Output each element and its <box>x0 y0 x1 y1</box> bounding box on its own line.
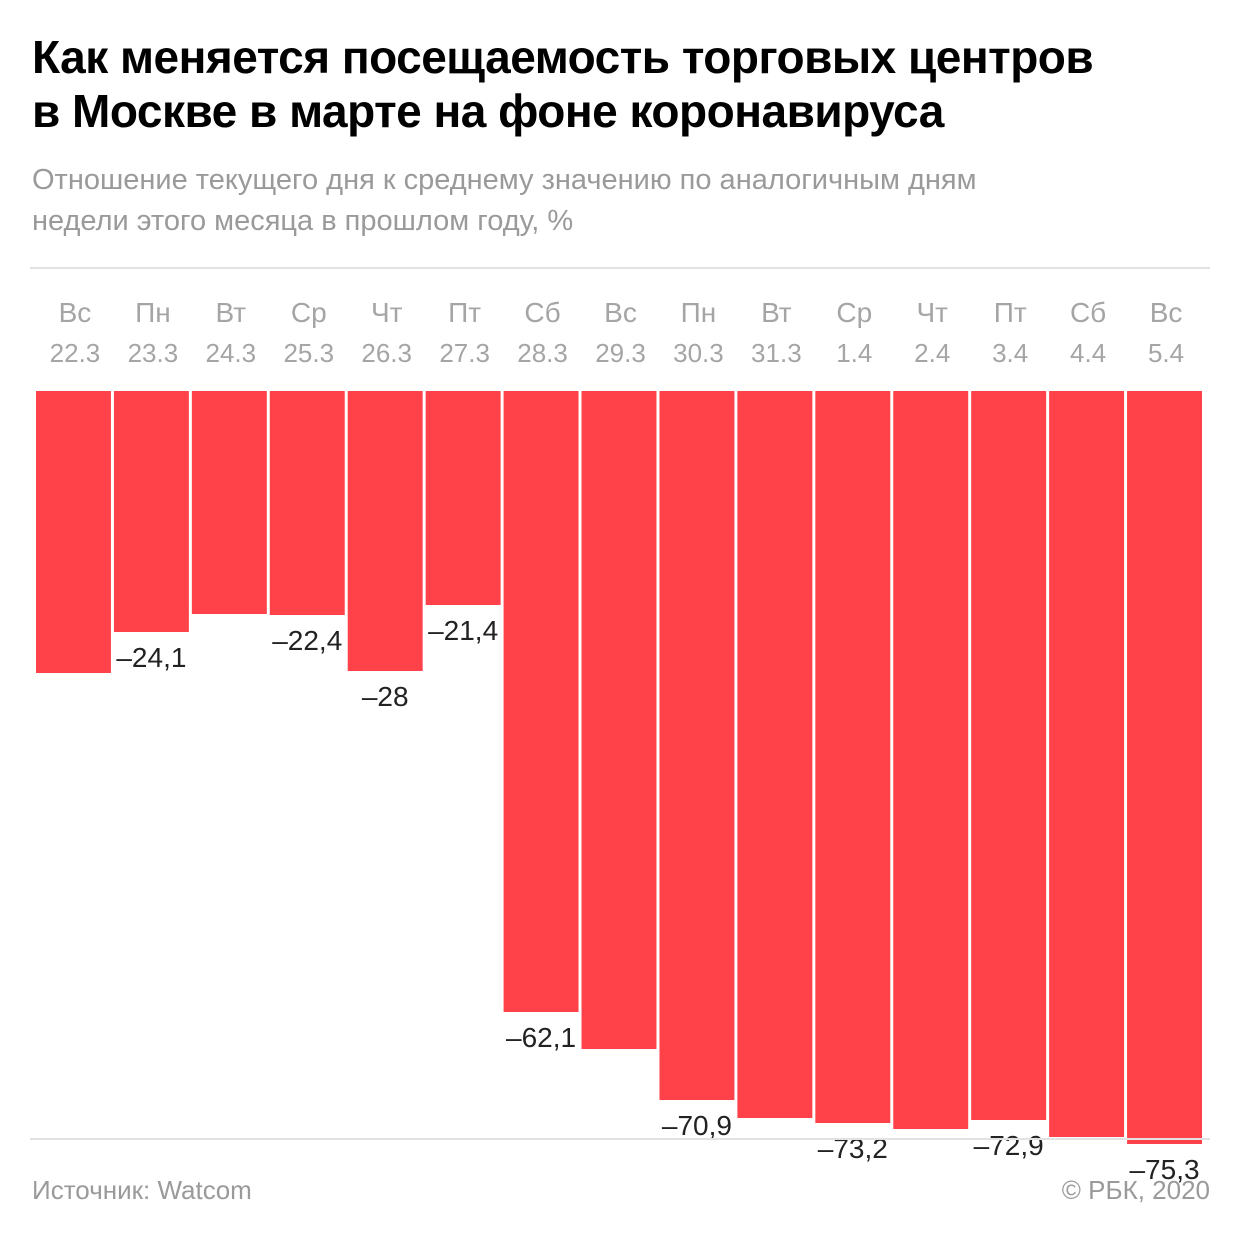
x-tick-day-label: Вс <box>59 297 92 328</box>
bar <box>191 391 267 614</box>
x-tick-date-label: 4.4 <box>1070 338 1106 368</box>
x-tick-date-label: 26.3 <box>361 338 412 368</box>
chart-subtitle-line-2: недели этого месяца в прошлом году, % <box>32 205 574 237</box>
x-tick-date-label: 22.3 <box>50 338 101 368</box>
chart-title-line-2: в Москве в марте на фоне коронавируса <box>32 85 944 137</box>
bar <box>36 391 111 673</box>
bar <box>893 391 969 1129</box>
bar-value-label: –62,1 <box>506 1022 576 1053</box>
x-tick-day-label: Ср <box>836 297 872 328</box>
bar-value-label: –75,3 <box>1129 1154 1199 1185</box>
x-tick-date-label: 24.3 <box>206 338 257 368</box>
x-tick-date-label: 28.3 <box>517 338 568 368</box>
bar <box>659 391 735 1100</box>
bar <box>581 391 657 1049</box>
x-tick-date-label: 29.3 <box>595 338 646 368</box>
bar <box>1049 391 1125 1137</box>
x-tick-date-label: 5.4 <box>1148 338 1184 368</box>
x-tick-date-label: 25.3 <box>283 338 334 368</box>
copyright-note: © РБК, 2020 <box>1061 1175 1210 1205</box>
bar <box>737 391 813 1118</box>
bar <box>971 391 1047 1120</box>
x-tick-date-label: 27.3 <box>439 338 490 368</box>
bar-value-label: –21,4 <box>428 615 498 646</box>
bottom-divider <box>30 1138 1210 1140</box>
source-note: Источник: Watcom <box>32 1175 252 1205</box>
top-divider <box>30 267 1210 269</box>
chart-subtitle-line-1: Отношение текущего дня к среднему значен… <box>32 164 977 196</box>
bar <box>1127 391 1202 1144</box>
bar <box>113 391 189 632</box>
x-tick-day-label: Сб <box>1070 297 1106 328</box>
x-tick-day-label: Вт <box>216 297 247 328</box>
x-tick-day-label: Вс <box>1150 297 1183 328</box>
x-tick-day-label: Пт <box>994 297 1027 328</box>
x-tick-day-label: Пн <box>135 297 171 328</box>
chart-title: Как меняется посещаемость торговых центр… <box>32 30 1212 138</box>
x-tick-day-label: Вт <box>761 297 792 328</box>
x-tick-day-label: Вс <box>604 297 637 328</box>
bar <box>815 391 891 1123</box>
x-tick-date-label: 2.4 <box>914 338 950 368</box>
bar <box>425 391 501 605</box>
bar-value-label: –70,9 <box>662 1110 732 1141</box>
bar-value-label: –22,4 <box>272 625 342 656</box>
x-tick-day-label: Чт <box>916 297 948 328</box>
bar-value-label: –72,9 <box>974 1130 1044 1161</box>
x-tick-day-label: Сб <box>524 297 560 328</box>
chart-title-line-1: Как меняется посещаемость торговых центр… <box>32 31 1094 83</box>
x-tick-day-label: Пт <box>448 297 481 328</box>
x-tick-date-label: 23.3 <box>128 338 179 368</box>
x-tick-date-label: 1.4 <box>836 338 872 368</box>
chart-subtitle: Отношение текущего дня к среднему значен… <box>32 160 1212 242</box>
x-tick-day-label: Чт <box>371 297 403 328</box>
x-tick-date-label: 31.3 <box>751 338 802 368</box>
x-tick-date-label: 3.4 <box>992 338 1028 368</box>
x-tick-day-label: Пн <box>681 297 717 328</box>
bar <box>269 391 345 615</box>
bar <box>503 391 579 1012</box>
bar-value-label: –28 <box>362 681 409 712</box>
x-tick-day-label: Ср <box>291 297 327 328</box>
bar-value-label: –24,1 <box>116 642 186 673</box>
x-tick-date-label: 30.3 <box>673 338 724 368</box>
bar <box>347 391 423 671</box>
